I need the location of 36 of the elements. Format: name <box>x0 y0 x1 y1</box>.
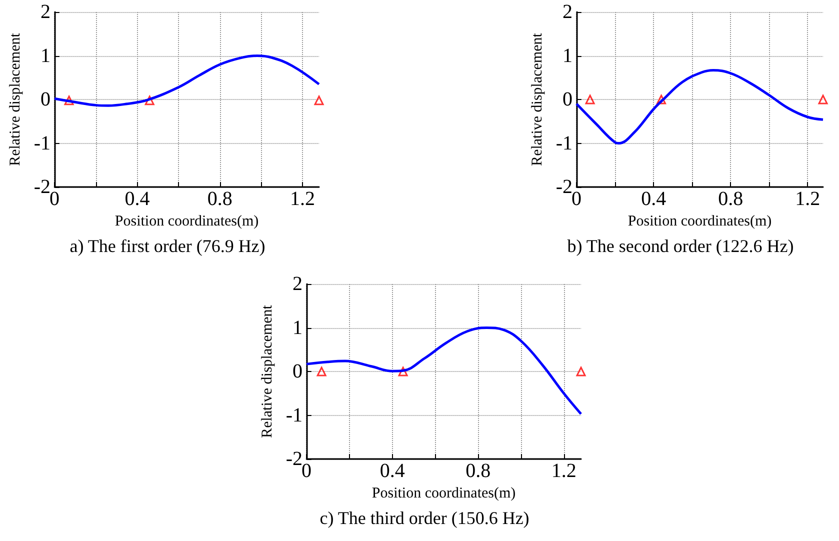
y-tick-label: 2 <box>40 1 51 23</box>
y-tick-label: 0 <box>40 88 51 110</box>
y-tick-label: 1 <box>292 316 303 339</box>
x-tick-label: 0.4 <box>124 188 150 210</box>
y-axis-title: Relative displacement <box>8 32 24 166</box>
y-tick-label: -2 <box>34 176 51 198</box>
y-tick-label: -1 <box>286 404 303 426</box>
line-series <box>305 326 582 416</box>
y-tick-label: -2 <box>556 176 573 198</box>
text: a) The first order (76.9 Hz) <box>70 236 266 256</box>
text: b) The second order (122.6 Hz) <box>567 236 794 256</box>
y-tick-label: 1 <box>40 44 51 67</box>
line-series <box>575 68 824 144</box>
y-axis-title: Relative displacement <box>530 32 546 166</box>
x-tick-label: 0.4 <box>641 188 666 210</box>
y-tick-label: 0 <box>562 88 573 110</box>
x-tick-label: 1.2 <box>795 188 820 210</box>
y-tick-label: 2 <box>292 273 303 295</box>
line-series <box>53 54 320 107</box>
y-tick-label: 2 <box>562 1 573 23</box>
y-tick-label: 1 <box>562 44 573 67</box>
y-tick-label: -1 <box>34 132 51 154</box>
y-tick-label: 0 <box>292 360 303 382</box>
x-axis-title: Position coordinates(m) <box>114 213 259 230</box>
x-tick-label: 1.2 <box>290 188 315 210</box>
y-tick-label: -1 <box>556 132 573 154</box>
x-tick-label: 0.8 <box>718 188 744 210</box>
x-axis-title: Position coordinates(m) <box>372 485 516 502</box>
y-tick-label: -2 <box>286 448 303 470</box>
x-tick-label: 0.8 <box>207 188 232 210</box>
text: c) The third order (150.6 Hz) <box>320 508 530 528</box>
x-tick-label: 0.4 <box>380 460 405 482</box>
y-axis-title: Relative displacement <box>260 304 276 438</box>
x-tick-label: 1.2 <box>551 460 576 482</box>
x-axis-title: Position coordinates(m) <box>628 213 772 230</box>
x-tick-label: 0.8 <box>466 460 491 482</box>
